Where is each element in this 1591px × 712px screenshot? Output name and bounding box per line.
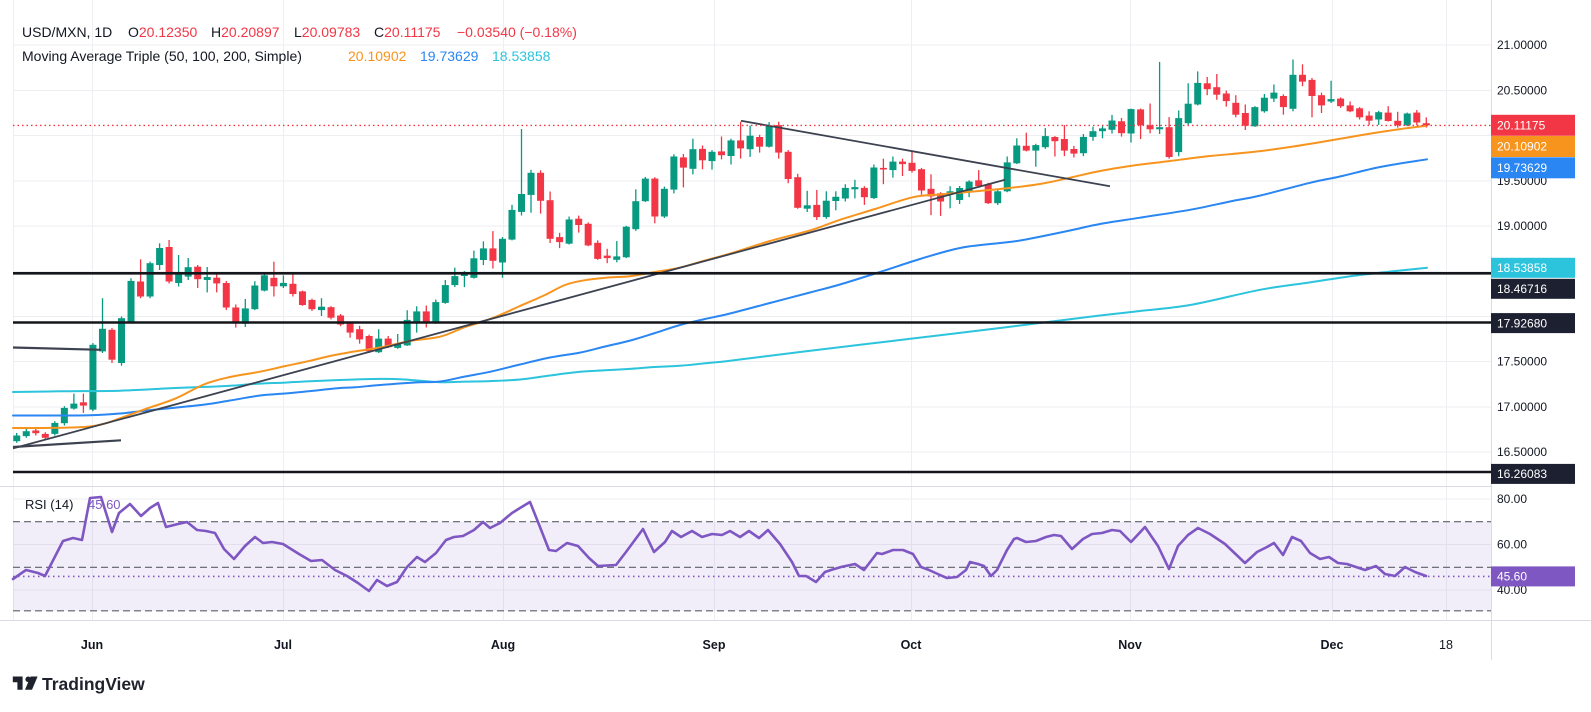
svg-text:20.11175: 20.11175	[1497, 119, 1546, 133]
svg-text:Nov: Nov	[1118, 638, 1142, 652]
svg-text:16.26083: 16.26083	[1497, 467, 1547, 481]
svg-text:17.50000: 17.50000	[1497, 355, 1547, 369]
svg-text:Aug: Aug	[491, 638, 515, 652]
svg-text:17.00000: 17.00000	[1497, 400, 1547, 414]
svg-text:20.50000: 20.50000	[1497, 84, 1547, 98]
svg-text:40.00: 40.00	[1497, 583, 1527, 597]
svg-text:Oct: Oct	[901, 638, 923, 652]
svg-text:USD/MXN, 1D: USD/MXN, 1D	[22, 24, 112, 40]
svg-text:RSI (14): RSI (14)	[25, 497, 73, 512]
svg-text:18.46716: 18.46716	[1497, 282, 1547, 296]
svg-text:TradingView: TradingView	[42, 674, 145, 694]
svg-text:Dec: Dec	[1321, 638, 1344, 652]
svg-text:45.60: 45.60	[88, 497, 121, 512]
svg-text:17.92680: 17.92680	[1497, 316, 1547, 330]
svg-text:Jul: Jul	[274, 638, 292, 652]
svg-text:20.10902: 20.10902	[348, 48, 407, 64]
svg-text:18.53858: 18.53858	[492, 48, 551, 64]
svg-text:16.50000: 16.50000	[1497, 445, 1547, 459]
svg-text:21.00000: 21.00000	[1497, 38, 1547, 52]
svg-text:45.60: 45.60	[1497, 570, 1527, 584]
svg-text:18.53858: 18.53858	[1497, 261, 1547, 275]
svg-text:Sep: Sep	[703, 638, 726, 652]
svg-text:19.73629: 19.73629	[420, 48, 479, 64]
svg-text:20.10902: 20.10902	[1497, 140, 1547, 154]
svg-text:80.00: 80.00	[1497, 492, 1527, 506]
svg-text:19.00000: 19.00000	[1497, 219, 1547, 233]
svg-text:Jun: Jun	[81, 638, 103, 652]
svg-text:18: 18	[1439, 638, 1453, 652]
svg-text:19.73629: 19.73629	[1497, 161, 1547, 175]
svg-text:Moving Average Triple (50, 100: Moving Average Triple (50, 100, 200, Sim…	[22, 48, 302, 64]
svg-text:60.00: 60.00	[1497, 538, 1527, 552]
